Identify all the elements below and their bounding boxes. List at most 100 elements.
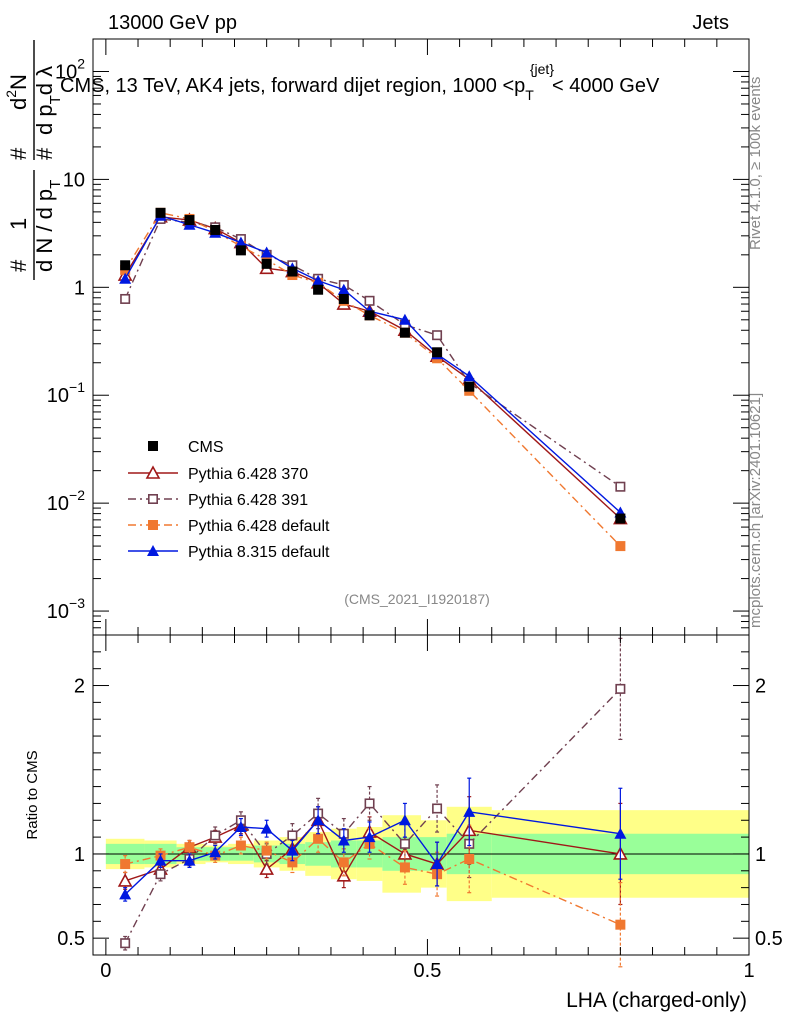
ratio-point-pythia-6-428-default (399, 862, 410, 873)
legend-marker-pythia-6-428-default (148, 520, 158, 530)
point-pythia-6-428-391 (120, 293, 131, 304)
y-tick-label-ratio: 1 (74, 844, 85, 866)
ratio-point-pythia-8-315-default (363, 831, 376, 843)
svg-text:#: # (6, 259, 31, 272)
legend-marker-pythia-6-428-391 (148, 493, 159, 504)
ratio-point-pythia-6-428-default (184, 842, 195, 853)
ratio-point-pythia-6-428-default (338, 857, 349, 868)
point-cms (313, 284, 324, 295)
svg-text:d2N: d2N (3, 74, 31, 110)
ratio-point-pythia-6-428-391 (399, 838, 410, 849)
point-cms (364, 310, 375, 321)
legend-label-pythia-8-315-default: Pythia 8.315 default (188, 544, 330, 561)
ratio-point-pythia-8-315-default (337, 834, 350, 846)
point-cms (184, 215, 195, 226)
y-tick-label-top: 10 (63, 169, 85, 191)
ratio-point-pythia-6-428-default (120, 859, 131, 870)
y-tick-label-top: 10−1 (47, 379, 85, 407)
y-tick-label-top: 10−3 (47, 595, 85, 623)
legend: CMS Pythia 6.428 370 Pythia 6.428 391 Pythi… (128, 439, 330, 561)
ratio-point-pythia-8-315-default (154, 854, 167, 866)
header-collision-label: 13000 GeV pp (108, 12, 237, 34)
chart-title: CMS, 13 TeV, AK4 jets, forward dijet reg… (60, 61, 660, 103)
ratio-point-pythia-8-315-default (119, 888, 132, 900)
x-tick-label: 0.5 (414, 960, 442, 982)
ratio-point-pythia-6-428-391 (120, 938, 131, 949)
ratio-point-pythia-6-428-370 (259, 861, 274, 875)
ratio-point-pythia-6-428-default (287, 857, 298, 868)
point-pythia-6-428-391 (364, 295, 375, 306)
ratio-point-pythia-8-315-default (260, 822, 273, 834)
point-pythia-6-428-default (615, 541, 626, 552)
ratio-point-pythia-6-428-391 (432, 803, 443, 814)
legend-label-pythia-6-428-370: Pythia 6.428 370 (188, 466, 308, 483)
point-cms (155, 207, 166, 218)
ratio-point-pythia-6-428-370 (117, 873, 133, 887)
point-cms (399, 327, 410, 338)
x-axis-label: LHA (charged-only) (566, 989, 747, 1012)
point-pythia-8-315-default (119, 272, 132, 284)
ratio-point-pythia-8-315-default (463, 805, 476, 817)
ratio-point-pythia-6-428-default (464, 854, 475, 864)
legend-label-cms: CMS (188, 439, 224, 456)
y-axis-label-ratio: Ratio to CMS (24, 750, 41, 839)
ratio-point-pythia-6-428-391 (155, 869, 166, 880)
y-tick-label-ratio: 0.5 (57, 928, 85, 950)
legend-label-pythia-6-428-default: Pythia 6.428 default (188, 518, 330, 535)
ratio-panel-frame (92, 634, 750, 956)
ratio-point-pythia-8-315-default (398, 814, 411, 826)
ratio-line-pythia-6-428-391 (124, 688, 621, 944)
ratio-point-pythia-6-428-391 (210, 830, 221, 841)
ratio-point-pythia-6-428-default (313, 833, 324, 844)
top-panel-series (117, 207, 628, 552)
legend-marker-pythia-8-315-default (147, 545, 159, 556)
point-cms (210, 224, 221, 235)
point-cms (338, 293, 349, 304)
mcplots-label: mcplots.cern.ch [arXiv:2401.10621] (747, 393, 764, 628)
x-tick-label: 0 (100, 960, 111, 982)
svg-text:#: # (6, 147, 31, 160)
y-tick-label-ratio-right: 2 (755, 676, 766, 698)
ratio-point-pythia-8-315-default (286, 844, 299, 856)
point-cms (261, 258, 272, 269)
ratio-point-pythia-6-428-default (615, 919, 626, 930)
y-axis-label-top: # 1 d N / d pT # d2N # d pTd λ (3, 40, 64, 280)
y-tick-label-ratio-right: 1 (755, 844, 766, 866)
point-cms (464, 381, 475, 392)
point-pythia-8-315-default (463, 370, 476, 382)
point-pythia-8-315-default (337, 283, 350, 295)
point-cms (235, 245, 246, 256)
ratio-point-pythia-8-315-default (312, 814, 325, 826)
ratio-line-pythia-6-428-default (124, 837, 621, 926)
ratio-point-pythia-8-315-default (614, 827, 627, 839)
point-pythia-8-315-default (260, 246, 273, 258)
rivet-version-label: Rivet 4.1.0, ≥ 100k events (747, 77, 764, 250)
y-tick-label-ratio: 2 (74, 676, 85, 698)
point-pythia-8-315-default (398, 313, 411, 325)
point-cms (120, 260, 131, 271)
ratio-point-pythia-6-428-391 (615, 683, 626, 694)
y-tick-label-ratio-right: 0.5 (755, 928, 783, 950)
series-line-pythia-8-315-default (124, 214, 621, 513)
x-tick-label: 1 (743, 960, 754, 982)
point-cms (432, 347, 443, 358)
ratio-point-pythia-6-428-default (261, 845, 272, 856)
top-panel-ticks: 10−3 10−2 10−1 1 10 102 (47, 38, 750, 636)
svg-text:#: # (32, 147, 57, 160)
ratio-point-pythia-8-315-default (209, 846, 222, 858)
y-tick-label-top: 10−2 (47, 487, 85, 515)
header-category-label: Jets (692, 12, 729, 34)
ratio-point-pythia-6-428-391 (364, 798, 375, 809)
point-pythia-6-428-391 (432, 330, 443, 341)
y-tick-label-top: 1 (74, 277, 85, 299)
point-cms (615, 513, 626, 524)
ratio-point-pythia-6-428-391 (287, 830, 298, 841)
ratio-point-pythia-8-315-default (183, 854, 196, 866)
legend-marker-pythia-6-428-370 (145, 465, 161, 479)
legend-marker-cms (148, 441, 158, 451)
point-cms (287, 266, 298, 277)
point-pythia-8-315-default (312, 274, 325, 286)
ratio-panel-series (117, 637, 628, 968)
ratio-point-pythia-8-315-default (234, 821, 247, 832)
